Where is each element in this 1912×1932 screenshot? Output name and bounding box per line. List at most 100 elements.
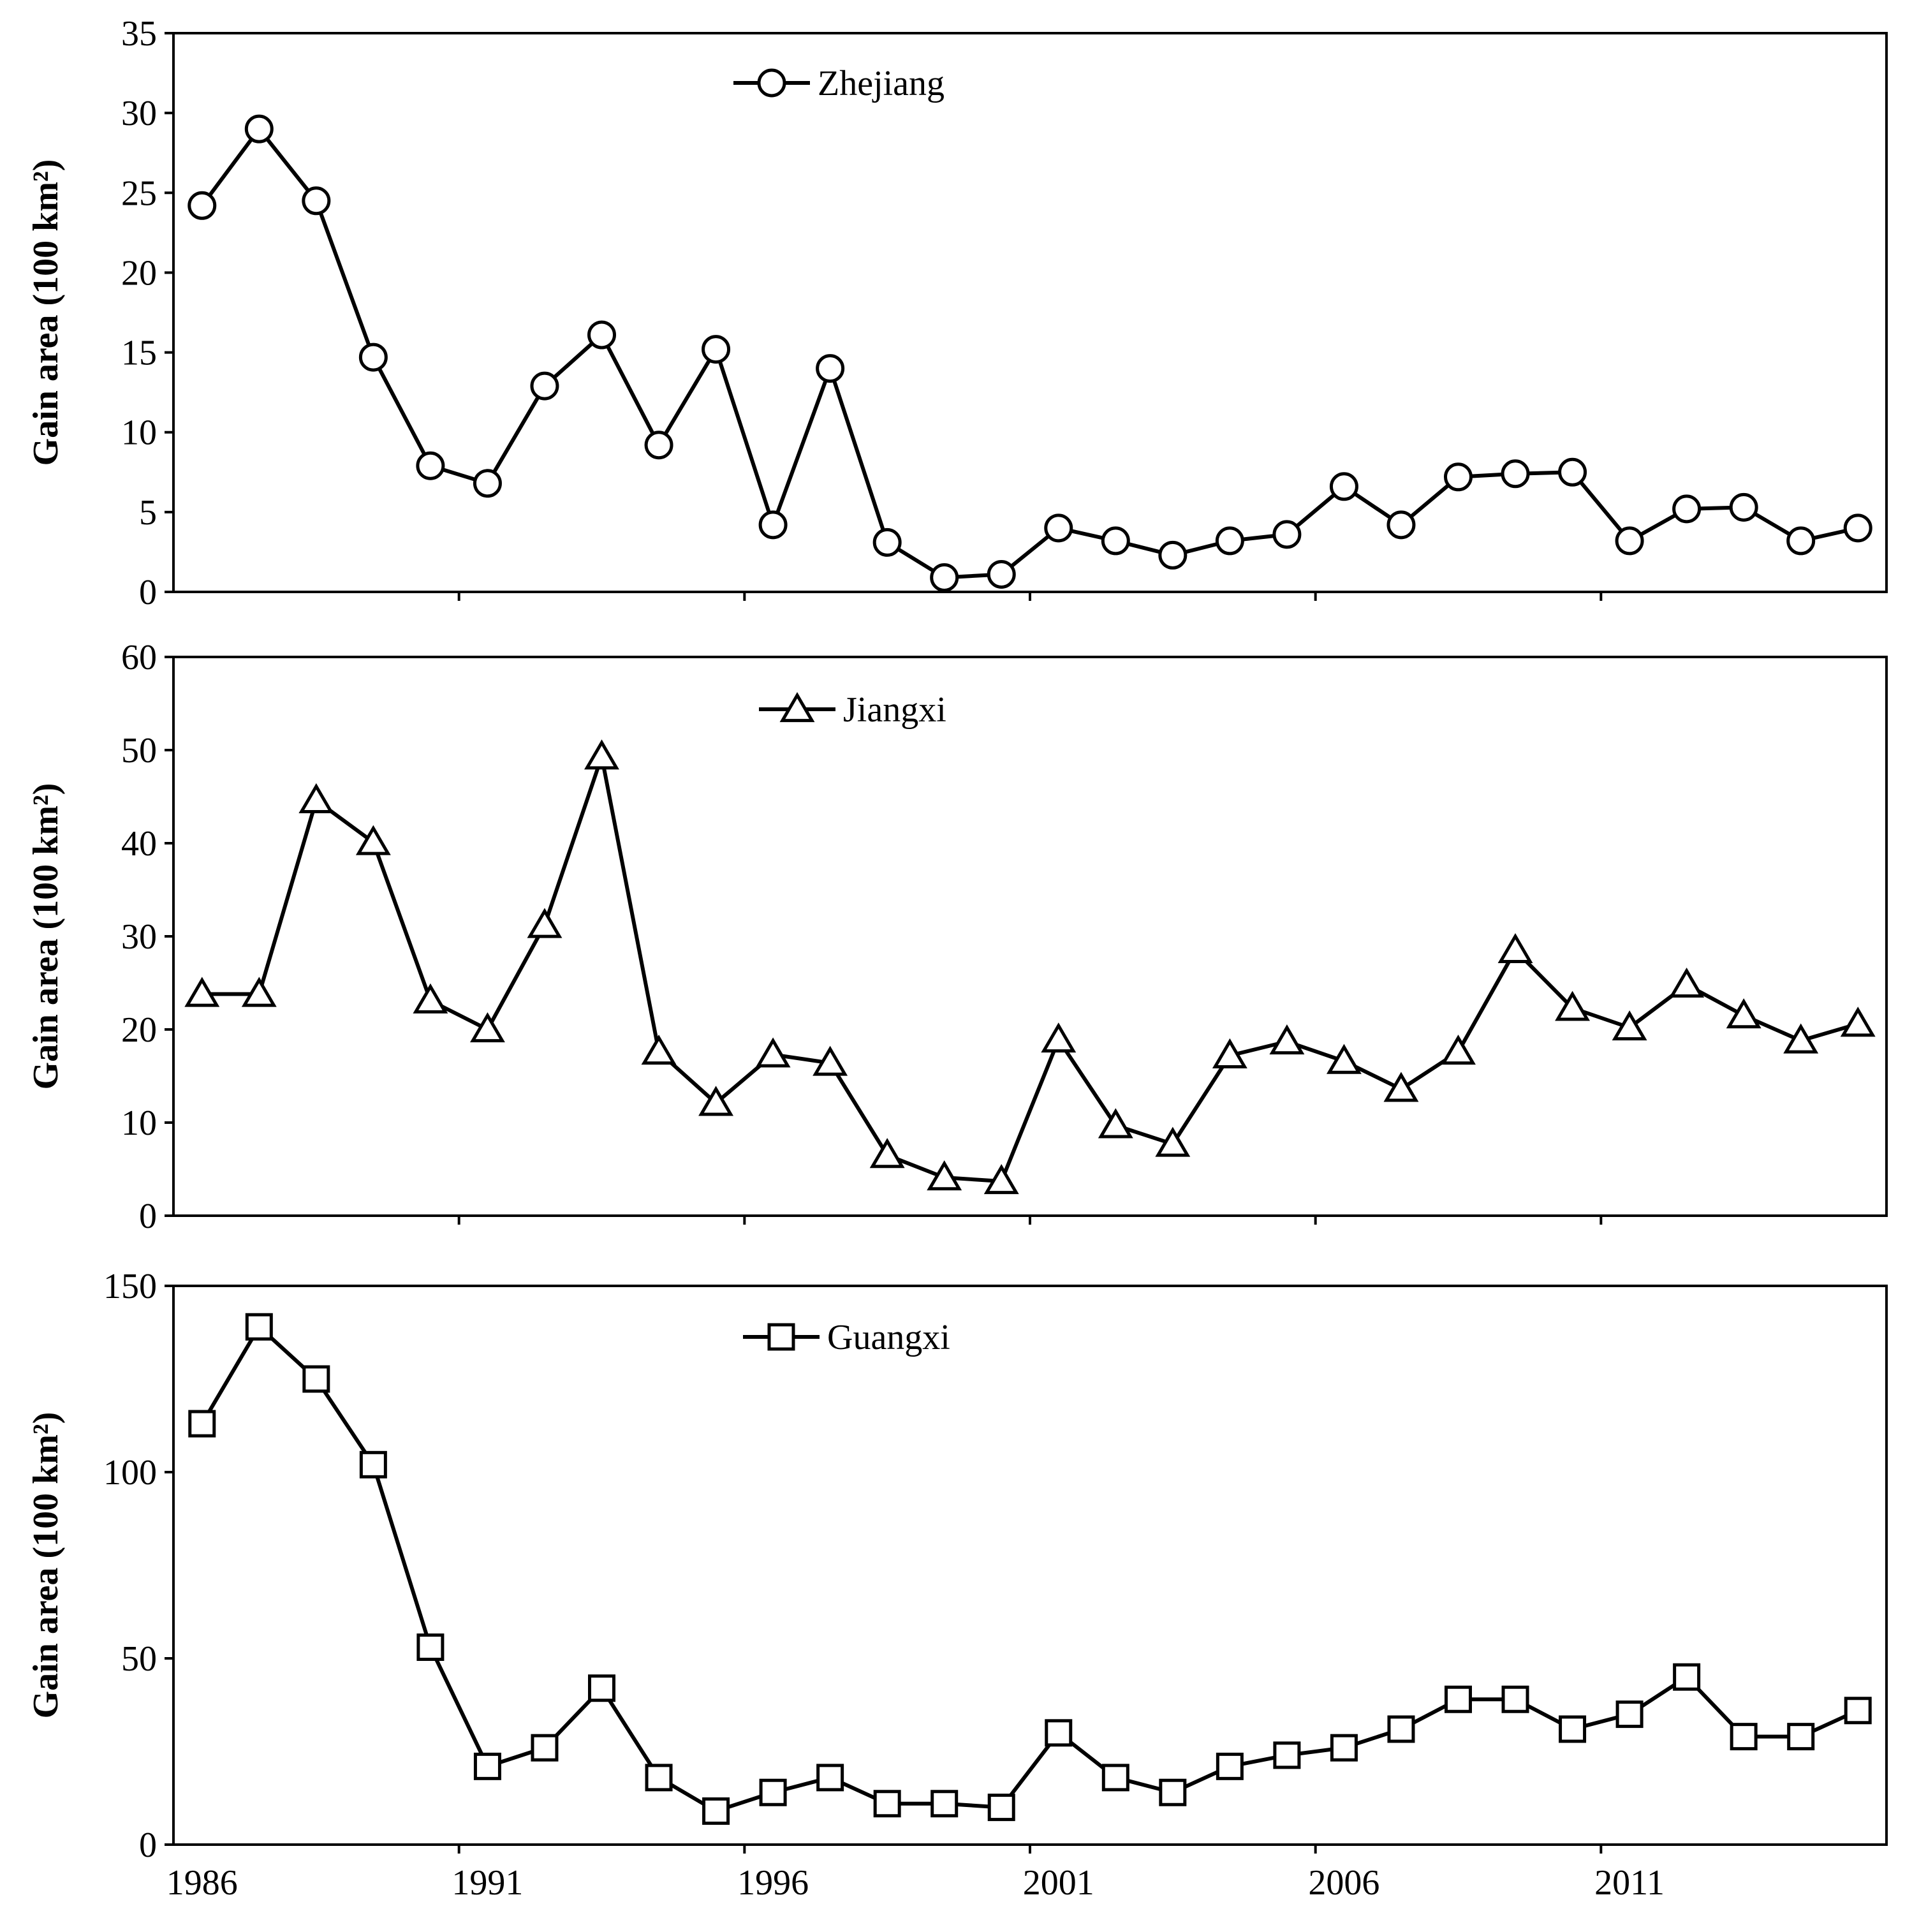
data-point [1155, 1126, 1191, 1157]
data-point [758, 510, 788, 540]
data-point [1787, 1723, 1815, 1751]
data-point [1383, 1072, 1419, 1102]
data-point [813, 1045, 848, 1076]
data-point [1159, 1778, 1187, 1806]
data-point [188, 191, 217, 220]
data-point [241, 977, 277, 1007]
y-axis-label: Gain area (100 km²) [26, 159, 66, 466]
data-point [644, 431, 673, 460]
y-tick-label: 30 [121, 917, 157, 957]
plot-frame [172, 1285, 1888, 1846]
y-axis-label: Gain area (100 km²) [26, 783, 66, 1090]
data-point [1729, 492, 1758, 522]
y-tick-label: 0 [139, 573, 157, 612]
y-tick-label: 5 [139, 493, 157, 533]
data-point [1044, 513, 1073, 543]
data-point [1558, 457, 1587, 487]
data-point [702, 1797, 730, 1825]
plot-frame [172, 32, 1888, 593]
legend-label: Zhejiang [818, 64, 945, 103]
data-point [527, 908, 563, 938]
data-point [645, 1764, 673, 1792]
data-point [759, 1778, 787, 1806]
y-tick-label: 30 [121, 94, 157, 133]
y-tick-label: 40 [121, 824, 157, 864]
data-point [355, 825, 391, 855]
data-point [873, 1790, 901, 1818]
data-point [1445, 1685, 1472, 1713]
data-point [1216, 1752, 1244, 1780]
legend-marker [757, 68, 786, 98]
data-point [983, 1164, 1019, 1195]
data-point [244, 114, 274, 144]
data-point [473, 469, 502, 498]
data-point [1441, 1035, 1476, 1065]
data-point [1615, 1700, 1644, 1729]
plot-frame [172, 656, 1888, 1217]
data-point [1783, 1023, 1819, 1054]
data-point [698, 1086, 734, 1116]
data-point [302, 1365, 330, 1393]
data-point [1726, 998, 1761, 1029]
data-point [1786, 526, 1816, 556]
y-tick-label: 35 [121, 14, 157, 54]
data-point [588, 1674, 615, 1702]
data-point [1272, 520, 1302, 549]
data-point [1673, 1663, 1701, 1691]
y-tick-label: 10 [121, 413, 157, 453]
data-point [413, 983, 448, 1014]
data-point [1615, 526, 1644, 556]
legend-label: Guangxi [827, 1318, 950, 1357]
data-point [245, 1313, 273, 1341]
guangxi-panel: 0 50 100 150 1986 1991 1996 2001 2006 2011 Gain ar… [26, 1267, 1888, 1903]
data-point [469, 1012, 505, 1043]
series-line-jiangxi [202, 755, 1859, 1183]
data-point [1840, 1007, 1876, 1037]
data-point [1212, 1038, 1247, 1068]
data-point [416, 1633, 445, 1661]
data-point [1672, 494, 1702, 524]
data-point [816, 354, 845, 383]
data-point [1497, 933, 1533, 963]
data-point [1326, 1043, 1362, 1074]
data-point [188, 1410, 216, 1438]
data-point [416, 451, 445, 480]
y-tick-label: 100 [103, 1453, 157, 1493]
data-point [1330, 1734, 1358, 1762]
jiangxi-panel: 0 10 20 30 40 50 60 Gain area (100 km²) Jiangxi [26, 638, 1888, 1236]
legend-marker [779, 692, 815, 723]
y-tick-label: 25 [121, 173, 157, 213]
data-point [1269, 1024, 1305, 1055]
y-axis-label: Gain area (100 km²) [26, 1412, 66, 1719]
data-point [1041, 1022, 1077, 1053]
data-point [1843, 513, 1872, 543]
data-point [1387, 1715, 1415, 1743]
data-point [641, 1035, 677, 1065]
data-point [816, 1764, 844, 1792]
x-tick-label: 1991 [452, 1863, 523, 1903]
data-point [1098, 1108, 1133, 1139]
data-point [1501, 1685, 1529, 1713]
data-point [359, 1450, 387, 1478]
y-tick-label: 0 [139, 1825, 157, 1865]
x-tick-label: 1986 [166, 1863, 238, 1903]
series-line-guangxi [200, 1325, 1859, 1813]
data-point [358, 343, 388, 372]
y-tick-label: 20 [121, 1010, 157, 1050]
x-tick-label: 2001 [1023, 1863, 1094, 1903]
data-point [184, 977, 220, 1007]
data-point [1158, 540, 1188, 570]
data-point [1669, 967, 1705, 998]
y-tick-label: 50 [121, 731, 157, 771]
legend-label: Jiangxi [843, 690, 946, 730]
data-point [927, 1160, 962, 1191]
data-point [473, 1752, 501, 1780]
legend-marker [767, 1323, 795, 1351]
y-tick-label: 60 [121, 638, 157, 677]
data-point [302, 186, 331, 216]
data-point [584, 739, 619, 770]
data-point [1101, 1764, 1129, 1792]
data-point [1559, 1715, 1587, 1743]
